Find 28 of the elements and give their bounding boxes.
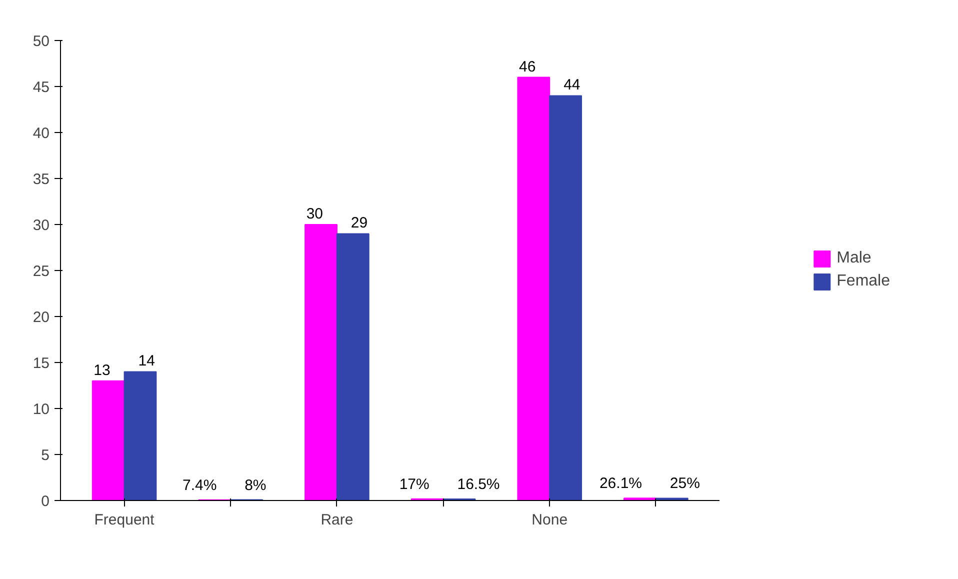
x-tick-label: Rare: [320, 512, 354, 528]
data-label: 16.5%: [457, 476, 500, 493]
y-tick-label: 50: [32, 33, 50, 50]
data-label: 30: [306, 206, 324, 222]
data-label: 25%: [670, 475, 700, 492]
data-label: 44: [564, 76, 580, 94]
data-label: 14: [138, 352, 155, 370]
y-tick-label: 35: [32, 171, 50, 188]
data-label: 29: [350, 214, 368, 232]
y-tick-label: 30: [32, 217, 50, 234]
y-tick-label: 5: [41, 447, 50, 464]
y-tick-label: 0: [41, 493, 50, 510]
y-tick-label: 40: [32, 125, 50, 142]
y-tick-label: 25: [32, 263, 50, 280]
data-label: 13: [94, 362, 110, 379]
data-label: 17%: [399, 476, 430, 493]
legend-label: Female: [836, 272, 890, 290]
x-tick-label: Frequent: [94, 512, 156, 528]
y-tick-label: 20: [32, 309, 50, 326]
y-tick-label: 10: [32, 401, 50, 418]
x-tick-label: None: [532, 512, 568, 528]
data-label: 8%: [244, 476, 266, 494]
data-label: 26.1%: [599, 475, 642, 492]
data-label: 46: [518, 58, 536, 76]
y-tick-label: 15: [32, 355, 50, 372]
legend-label: Male: [836, 250, 872, 268]
y-tick-label: 45: [32, 79, 50, 96]
data-label: 7.4%: [182, 476, 217, 494]
